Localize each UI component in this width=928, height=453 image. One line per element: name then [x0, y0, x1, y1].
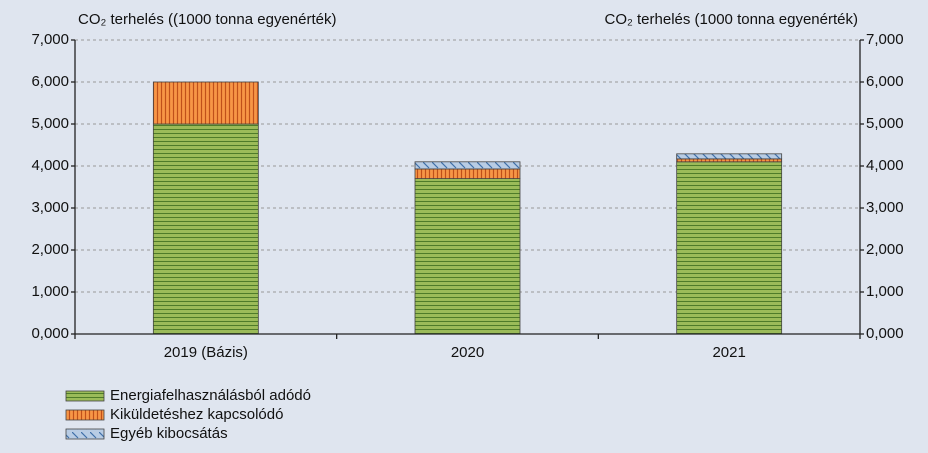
y2-tick-label: 7,000 — [866, 31, 904, 48]
legend-label: Kiküldetéshez kapcsolódó — [110, 406, 283, 423]
y2-tick-label: 0,000 — [866, 325, 904, 342]
y2-axis-label: CO₂ terhelés (1000 tonna egyenérték) — [605, 11, 858, 28]
legend-swatch — [65, 409, 105, 421]
legend-swatch — [65, 390, 105, 402]
y2-tick-label: 2,000 — [866, 241, 904, 258]
bar-segment — [676, 153, 783, 160]
legend-label: Energiafelhasználásból adódó — [110, 387, 311, 404]
y2-tick-label: 4,000 — [866, 157, 904, 174]
bar-segment — [152, 81, 259, 125]
y-tick-label: 0,000 — [31, 325, 69, 342]
bar-segment — [414, 178, 521, 335]
bar-segment — [414, 161, 521, 170]
y-tick-label: 7,000 — [31, 31, 69, 48]
y-tick-label: 4,000 — [31, 157, 69, 174]
y2-tick-label: 5,000 — [866, 115, 904, 132]
y2-tick-label: 6,000 — [866, 73, 904, 90]
y-tick-label: 5,000 — [31, 115, 69, 132]
y-axis-label: CO₂ terhelés ((1000 tonna egyenérték) — [78, 11, 336, 28]
y2-tick-label: 1,000 — [866, 283, 904, 300]
y-tick-label: 6,000 — [31, 73, 69, 90]
x-tick-label: 2021 — [712, 344, 745, 361]
y-tick-label: 2,000 — [31, 241, 69, 258]
bar-segment — [676, 161, 783, 335]
x-tick-label: 2019 (Bázis) — [164, 344, 248, 361]
bar-segment — [414, 168, 521, 180]
bar-segment — [152, 123, 259, 335]
y-tick-label: 3,000 — [31, 199, 69, 216]
legend-label: Egyéb kibocsátás — [110, 425, 228, 442]
y-tick-label: 1,000 — [31, 283, 69, 300]
legend-swatch — [65, 428, 105, 440]
bar-segment — [676, 158, 783, 163]
x-tick-label: 2020 — [451, 344, 484, 361]
y2-tick-label: 3,000 — [866, 199, 904, 216]
